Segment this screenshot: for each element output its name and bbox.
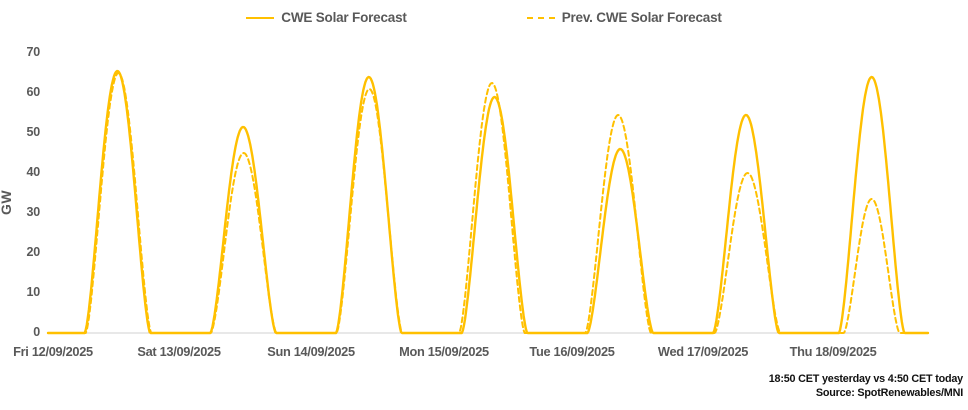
x-tick-label: Mon 15/09/2025 [399,344,489,359]
x-tick-label: Fri 12/09/2025 [13,344,93,359]
series-line-prev-forecast [47,72,929,334]
y-tick-label: 60 [26,85,40,99]
legend-item-prev-forecast: Prev. CWE Solar Forecast [526,10,722,25]
y-tick-label: 40 [26,165,40,179]
x-tick-label: Thu 18/09/2025 [789,344,877,359]
y-tick-label: 20 [26,245,40,259]
legend-label-forecast: CWE Solar Forecast [281,10,407,25]
y-tick-label: 0 [33,325,40,339]
solid-line-swatch-icon [246,16,275,19]
y-tick-label: 10 [26,285,40,299]
x-tick-label: Sun 14/09/2025 [267,344,355,359]
legend-label-prev-forecast: Prev. CWE Solar Forecast [561,10,722,25]
footer-timestamp: 18:50 CET yesterday vs 4:50 CET today [768,373,963,385]
x-tick-label: Tue 16/09/2025 [529,344,615,359]
y-tick-label: 70 [26,45,40,59]
dashed-line-swatch-icon [526,16,555,19]
legend-item-forecast: CWE Solar Forecast [246,10,407,25]
y-tick-label: 50 [26,125,40,139]
series-line-forecast [46,69,930,335]
x-tick-label: Wed 17/09/2025 [657,344,749,359]
chart-footer: 18:50 CET yesterday vs 4:50 CET today So… [769,372,963,400]
y-tick-label: 30 [26,205,40,219]
legend: CWE Solar Forecast Prev. CWE Solar Forec… [0,10,968,25]
x-tick-label: Sat 13/09/2025 [137,344,221,359]
footer-source: Source: SpotRenewables/MNI [815,387,963,399]
